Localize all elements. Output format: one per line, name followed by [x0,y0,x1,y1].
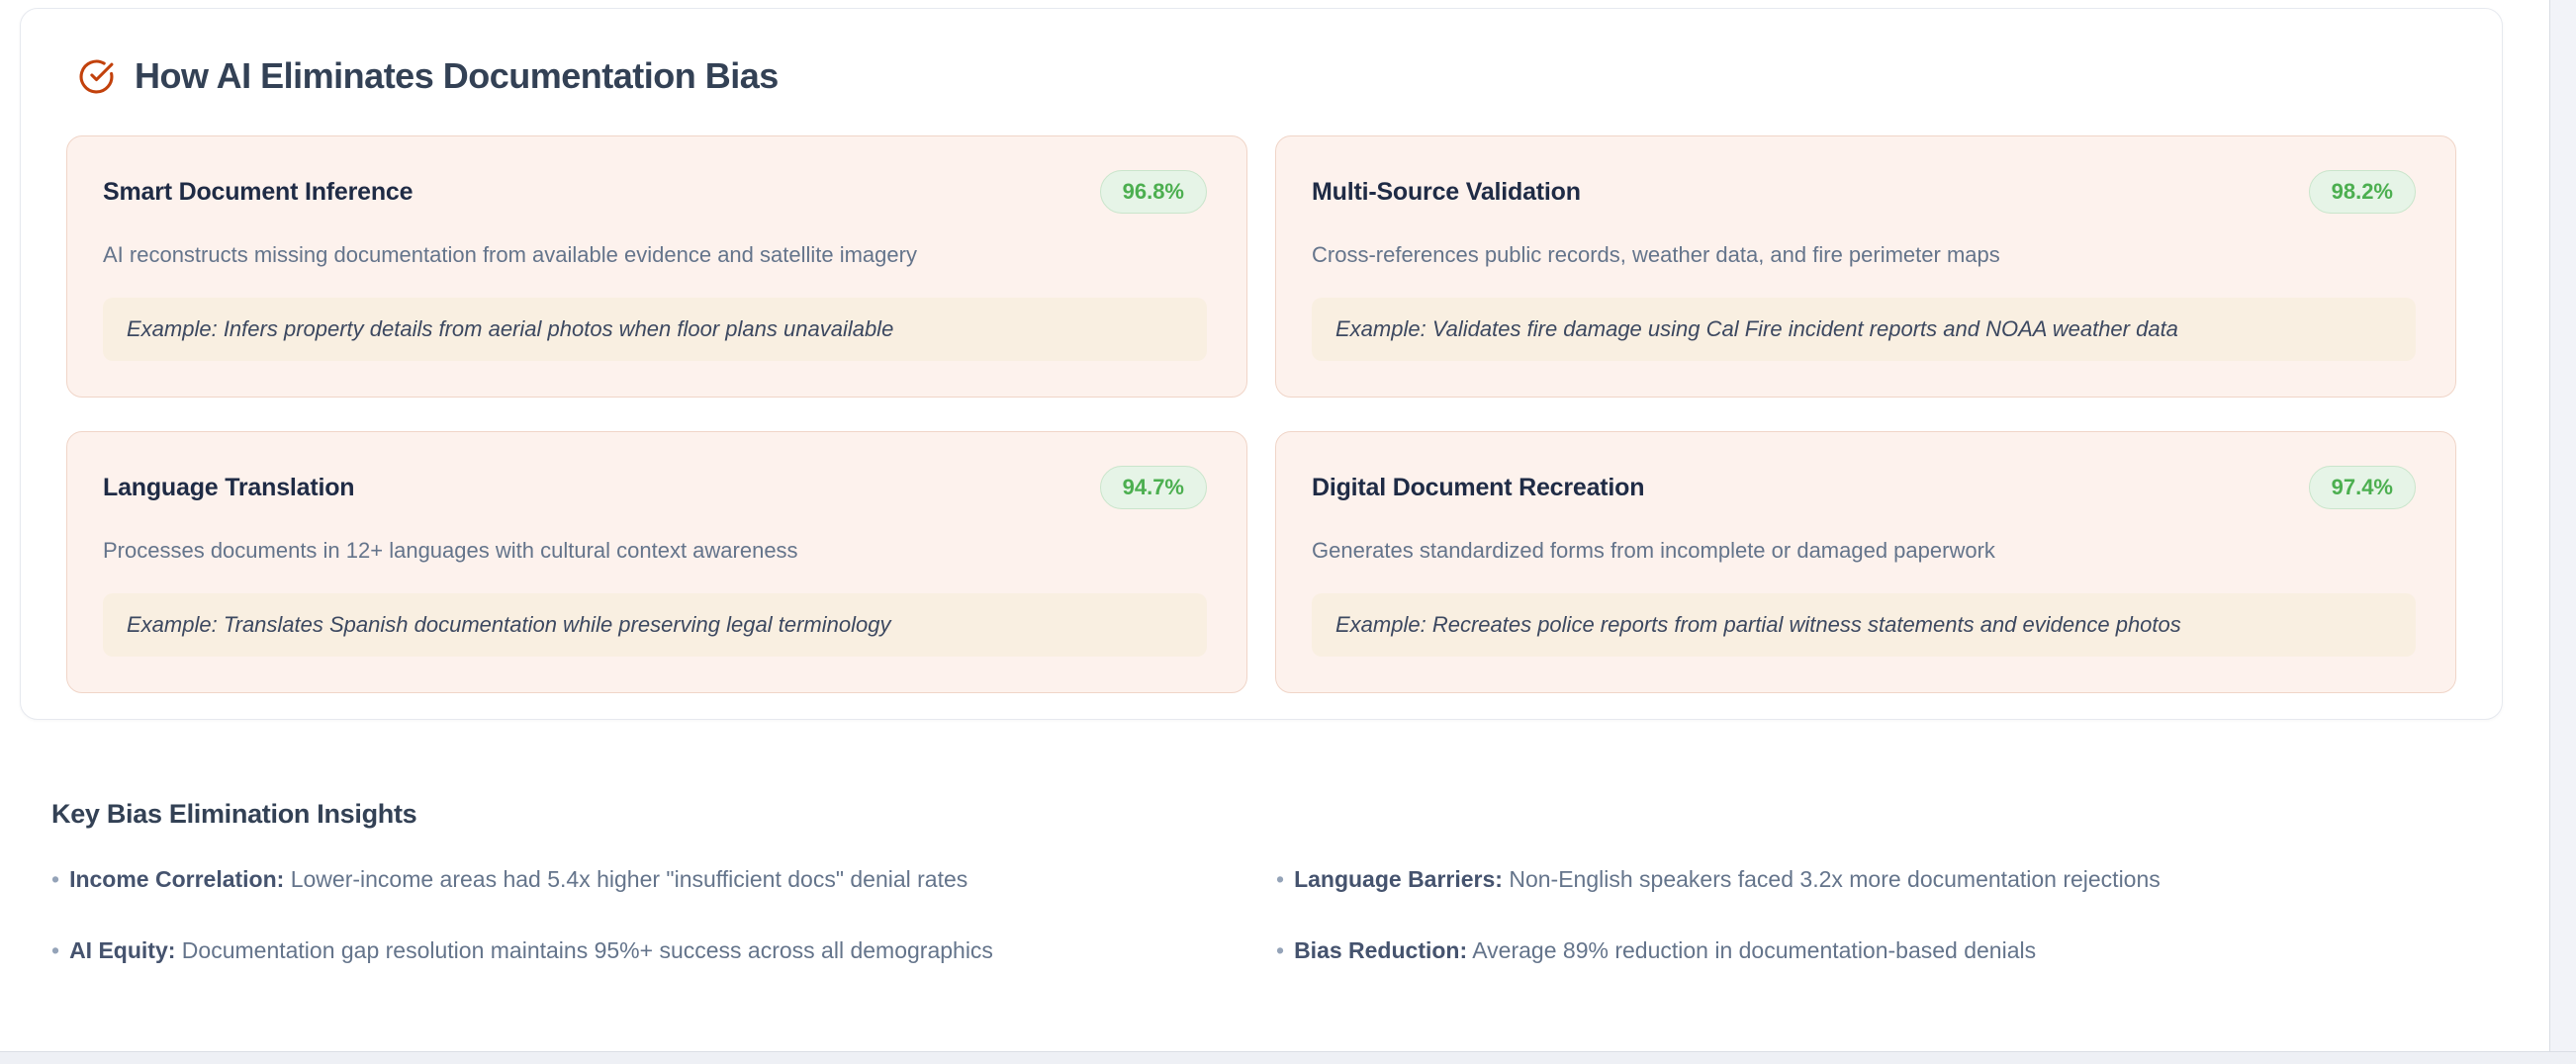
scrollbar-track[interactable] [2549,0,2576,1064]
accuracy-badge: 94.7% [1099,466,1207,510]
next-section-edge [0,1051,2576,1064]
accuracy-badge: 96.8% [1099,170,1207,214]
accuracy-badge: 98.2% [2308,170,2416,214]
insight-label: AI Equity: [69,936,176,963]
insights-title: Key Bias Elimination Insights [51,799,417,829]
method-description: Cross-references public records, weather… [1312,242,2000,267]
card-header-row: Digital Document Recreation 97.4% [1312,466,2416,510]
bullet-icon: • [51,936,60,963]
panel-header: How AI Eliminates Documentation Bias [66,48,2456,104]
method-example-box: Example: Recreates police reports from p… [1312,592,2416,658]
insight-bias-reduction: • Bias Reduction: Average 89% reduction i… [1276,936,2485,966]
method-card-smart-document-inference: Smart Document Inference 96.8% AI recons… [66,135,1247,399]
insight-text: Average 89% reduction in documentation-b… [1467,936,2037,963]
accuracy-badge: 97.4% [2308,466,2416,510]
method-card-digital-document-recreation: Digital Document Recreation 97.4% Genera… [1275,431,2456,694]
method-name: Multi-Source Validation [1312,178,1581,206]
circle-check-icon [79,59,114,93]
method-example-box: Example: Validates fire damage using Cal… [1312,297,2416,362]
insight-ai-equity: • AI Equity: Documentation gap resolution… [51,936,1276,966]
bullet-icon: • [1276,936,1285,963]
insight-text: Non-English speakers faced 3.2x more doc… [1502,866,2161,892]
key-insights-section: Key Bias Elimination Insights • Income Co… [51,799,2485,966]
insight-text: Documentation gap resolution maintains 9… [175,936,993,963]
card-header-row: Multi-Source Validation 98.2% [1312,170,2416,214]
insight-income-correlation: • Income Correlation: Lower-income areas … [51,865,1276,895]
method-description: Generates standardized forms from incomp… [1312,538,1995,564]
method-name: Digital Document Recreation [1312,474,1645,502]
insight-label: Language Barriers: [1294,866,1503,892]
insight-language-barriers: • Language Barriers: Non-English speakers… [1276,865,2485,895]
method-example-box: Example: Infers property details from ae… [103,297,1207,362]
insight-label: Bias Reduction: [1294,936,1468,963]
card-header-row: Smart Document Inference 96.8% [103,170,1207,214]
method-cards-grid: Smart Document Inference 96.8% AI recons… [66,135,2456,694]
method-card-multi-source-validation: Multi-Source Validation 98.2% Cross-refe… [1275,135,2456,399]
card-header-row: Language Translation 94.7% [103,466,1207,510]
method-name: Language Translation [103,474,355,502]
method-name: Smart Document Inference [103,178,414,206]
method-description: Processes documents in 12+ languages wit… [103,538,798,564]
page-title: How AI Eliminates Documentation Bias [135,55,779,96]
method-description: AI reconstructs missing documentation fr… [103,242,917,267]
insights-grid: • Income Correlation: Lower-income areas … [51,865,2485,966]
bullet-icon: • [51,866,60,892]
documentation-bias-panel: How AI Eliminates Documentation Bias Sma… [20,8,2503,720]
method-example-box: Example: Translates Spanish documentatio… [103,592,1207,658]
bullet-icon: • [1276,866,1285,892]
method-card-language-translation: Language Translation 94.7% Processes doc… [66,431,1247,694]
insight-label: Income Correlation: [69,866,285,892]
insight-text: Lower-income areas had 5.4x higher "insu… [284,866,968,892]
